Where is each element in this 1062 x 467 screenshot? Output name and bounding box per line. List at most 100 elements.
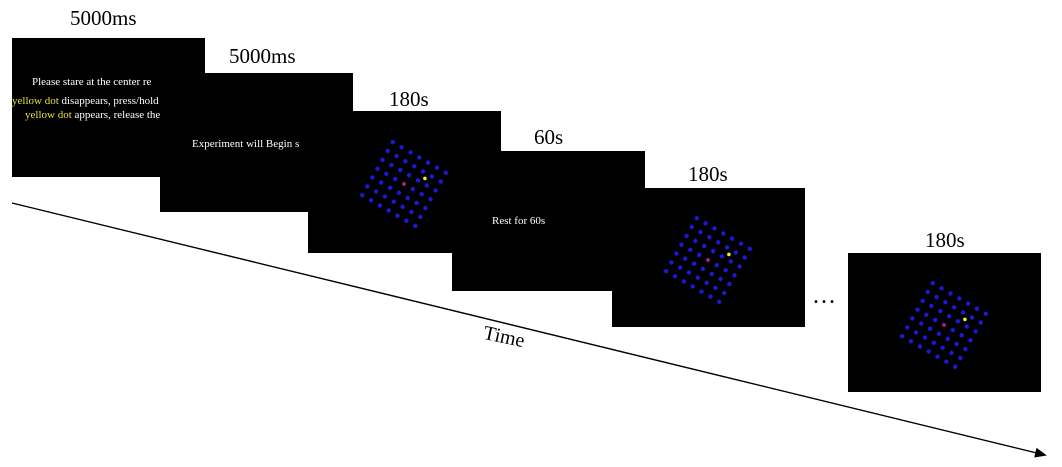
grid-dot [695, 275, 700, 280]
grid-dot [940, 345, 945, 350]
grid-dot [722, 290, 727, 296]
duration-label-instructions: 5000ms [70, 6, 137, 30]
grid-dot [946, 314, 952, 319]
fixation-dot [706, 258, 710, 262]
grid-dot [925, 289, 930, 295]
grid-dot [419, 192, 424, 197]
grid-dot [384, 171, 389, 176]
grid-dot [393, 176, 398, 182]
grid-dot [398, 167, 403, 173]
instructions-line-2: yellow dot disappears, press/hold t [12, 95, 164, 107]
grid-dot [974, 306, 980, 311]
grid-dot [385, 148, 390, 154]
grid-dot [943, 300, 948, 305]
grid-dot [686, 270, 692, 275]
grid-dot [747, 246, 752, 251]
grid-dot [688, 247, 693, 252]
instructions-line-3-rest: appears, release the [71, 109, 161, 121]
grid-dot [404, 218, 409, 223]
grid-dot [414, 200, 419, 206]
duration-label-task-1: 180s [389, 87, 429, 111]
grid-dot [702, 243, 707, 249]
rest-text: Rest for 60s [492, 215, 546, 227]
countdown-text: Experiment will Begin s [192, 138, 300, 150]
grid-dot [681, 279, 687, 284]
grid-dot [425, 160, 431, 165]
grid-dot [412, 164, 417, 169]
grid-dot [360, 193, 365, 198]
grid-dot [920, 298, 925, 304]
grid-dot [707, 235, 712, 240]
grid-dot [391, 199, 396, 204]
grid-dot [949, 350, 954, 356]
grid-dot [365, 184, 370, 189]
duration-label-task-2: 180s [688, 162, 728, 186]
grid-dot [926, 349, 931, 354]
grid-dot [742, 255, 747, 260]
grid-dot [908, 339, 914, 344]
grid-dot [417, 155, 422, 160]
grid-dot [409, 209, 414, 215]
grid-dot [379, 180, 384, 185]
grid-dot [694, 216, 699, 221]
grid-dot [382, 194, 388, 199]
grid-dot [915, 307, 920, 312]
grid-dot [677, 265, 683, 270]
dot-grid-3 [900, 281, 988, 369]
grid-dot [713, 285, 718, 291]
grid-dot [727, 281, 732, 287]
grid-dot [380, 157, 385, 163]
dot-grid-2 [664, 216, 752, 304]
grid-dot [684, 233, 689, 239]
grid-dot [710, 249, 716, 254]
grid-dot [664, 269, 669, 274]
grid-dot [718, 276, 723, 282]
grid-dot [403, 159, 408, 164]
grid-dot [965, 301, 971, 306]
grid-dot [413, 223, 418, 228]
grid-dot [423, 205, 428, 211]
grid-dot [983, 311, 988, 316]
grid-dot [375, 166, 380, 171]
grid-dot [960, 310, 966, 315]
grid-dot [434, 165, 440, 170]
grid-dot [683, 256, 688, 261]
grid-dot [386, 208, 391, 213]
time-axis-label: Time [481, 322, 527, 353]
grid-dot [934, 294, 939, 300]
duration-label-rest: 60s [534, 125, 564, 149]
grid-dot [728, 259, 733, 264]
grid-dot [936, 331, 942, 336]
grid-dot [709, 271, 714, 277]
grid-dot [387, 185, 393, 190]
grid-dot [400, 204, 405, 209]
grid-dot [944, 359, 949, 364]
grid-dot [927, 326, 933, 331]
grid-dot [913, 330, 919, 335]
grid-dot [954, 341, 959, 347]
grid-dot [410, 186, 415, 192]
grid-dot [935, 354, 940, 359]
grid-dot [415, 178, 421, 183]
grid-dot [700, 266, 706, 271]
grid-dot [959, 333, 964, 338]
grid-dot [958, 355, 963, 361]
grid-dot [955, 319, 961, 324]
yellow-dot-keyword: yellow dot [12, 95, 59, 107]
grid-dot [732, 273, 737, 278]
grid-dot [950, 327, 955, 333]
duration-label-task-3: 180s [925, 228, 965, 252]
yellow-target-dot [423, 176, 427, 181]
grid-dot [669, 260, 674, 265]
grid-dot [672, 274, 678, 279]
grid-dot [963, 346, 968, 352]
grid-dot [691, 261, 697, 266]
grid-dot [424, 183, 429, 188]
instructions-line-2-rest: disappears, press/hold t [58, 95, 165, 107]
grid-dot [420, 169, 426, 174]
task-screen-3 [848, 253, 1041, 392]
grid-dot [396, 190, 402, 195]
grid-dot [708, 294, 713, 299]
grid-dot [910, 316, 915, 321]
grid-dot [443, 170, 448, 175]
